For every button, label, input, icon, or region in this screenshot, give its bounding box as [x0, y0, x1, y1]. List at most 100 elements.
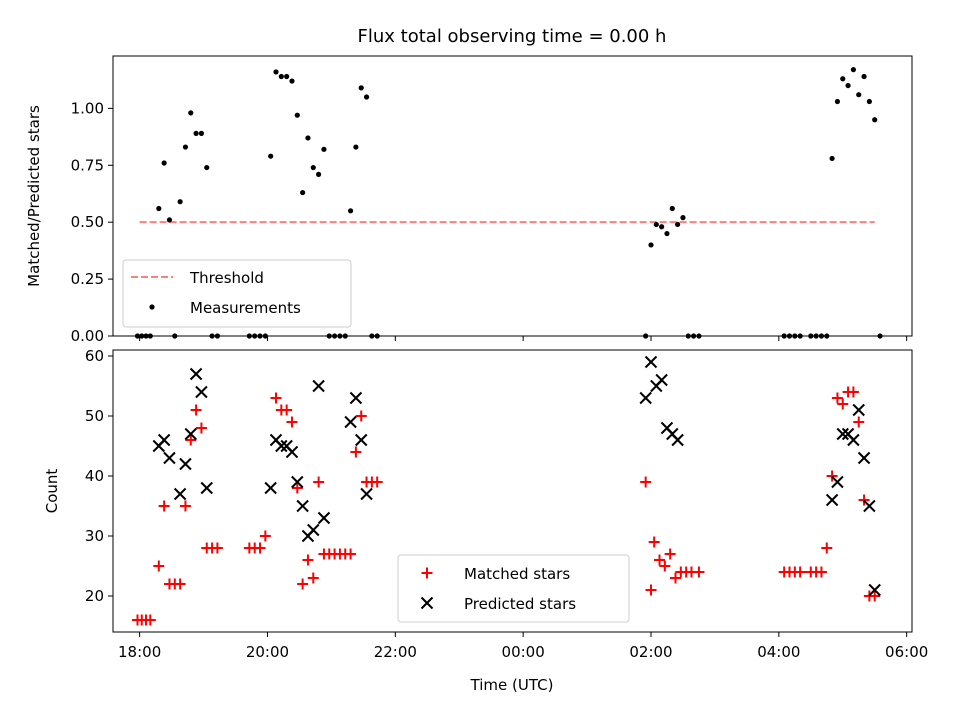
matched-star-point [355, 410, 367, 422]
bottom-x-axis-label: Time (UTC) [470, 676, 554, 694]
predicted-star-point [831, 475, 844, 489]
predicted-star-point-b [269, 433, 283, 447]
measurement-point [829, 155, 835, 162]
measurement-point [353, 144, 359, 150]
measurement-point [278, 73, 284, 80]
measurement-point [659, 224, 665, 230]
predicted-star-point-b [847, 433, 860, 447]
matched-star-point [831, 392, 843, 404]
top-y-tick-label: 1.00 [71, 99, 104, 117]
measurement-point [294, 112, 300, 118]
measurement-point [861, 73, 867, 80]
top-y-tick-label: 0.75 [71, 156, 104, 174]
predicted-star-point [285, 445, 299, 459]
bottom-y-tick-label: 20 [85, 587, 104, 605]
top-axes-group: 0.00 0.25 0.50 0.75 1.00 [71, 55, 913, 345]
matched-star-point [858, 494, 870, 506]
predicted-star-point-b [868, 583, 881, 597]
predicted-star-point-b [280, 439, 293, 453]
predicted-star-point-b [644, 355, 658, 369]
matched-star-point [313, 476, 325, 488]
predicted-star-point-b [863, 499, 876, 513]
matched-star-point [174, 578, 186, 590]
bottom-y-tick-label: 60 [85, 347, 104, 365]
matched-star-point [185, 434, 197, 446]
top-plot-frame [112, 55, 913, 337]
predicted-star-point [868, 583, 881, 597]
predicted-star-point [173, 487, 187, 501]
predicted-star-point-b [184, 427, 197, 441]
predicted-star-point-b [666, 427, 679, 441]
predicted-star-point [360, 487, 373, 501]
predicted-star-point-b [317, 511, 331, 525]
measurement-point [363, 94, 370, 100]
matched-star-point [794, 566, 806, 578]
bottom-x-tick-label: 06:00 [885, 643, 928, 661]
predicted-star-point-b [275, 439, 288, 453]
matched-star-point [853, 416, 865, 428]
matched-star-point [345, 548, 357, 560]
bottom-x-tick-label: 00:00 [502, 643, 545, 661]
predicted-star-point-b [355, 433, 368, 447]
measurement-point [840, 76, 846, 82]
measurement-point [156, 205, 162, 212]
figure-title: Flux total observing time = 0.00 h [358, 26, 667, 47]
legend-measurements-swatch [149, 304, 155, 310]
measurement-point [198, 130, 205, 136]
measurement-point [866, 98, 872, 105]
measurement-point [193, 130, 199, 136]
legend-predicted-swatch [420, 596, 434, 610]
predicted-star-point [275, 439, 288, 453]
matched-star-point [158, 500, 170, 512]
matched-star-point [350, 446, 362, 458]
matched-star-point [669, 572, 681, 584]
predicted-star-point-b [852, 403, 865, 417]
bottom-x-tick-label: 04:00 [757, 643, 800, 661]
predicted-star-point-b [360, 487, 373, 501]
predicted-star-point [179, 457, 192, 471]
predicted-star-point-b [307, 523, 320, 537]
predicted-star-point-b [200, 481, 213, 495]
top-marks-group [134, 67, 883, 339]
bottom-y-axis-label: Count [43, 469, 61, 514]
top-legend-frame [122, 259, 352, 328]
matched-star-point [654, 554, 666, 566]
bottom-x-tick-label: 18:00 [118, 643, 161, 661]
matched-star-point [211, 542, 223, 554]
measurement-point [664, 230, 670, 237]
matched-star-point [190, 404, 202, 416]
predicted-star-point [195, 385, 208, 399]
measurement-point [305, 135, 311, 141]
bottom-x-tick-label: 22:00 [374, 643, 417, 661]
predicted-star-point [344, 415, 357, 429]
predicted-star-point [312, 379, 325, 393]
predicted-star-point-b [157, 433, 171, 447]
measurement-point [188, 110, 194, 116]
matched-star-point [153, 560, 165, 572]
matched-star-point [640, 476, 652, 488]
predicted-star-point [671, 433, 684, 447]
predicted-star-point-b [831, 475, 844, 489]
bottom-y-tick-label: 30 [85, 527, 104, 545]
measurement-point [850, 67, 857, 73]
matched-star-point [837, 398, 849, 410]
predicted-star-point-b [285, 445, 299, 459]
predicted-star-point-b [857, 451, 871, 465]
bottom-panel: 20 30 40 50 60 18:00 20:00 22:00 00:00 02:00 04:00… [43, 347, 928, 694]
predicted-star-point [836, 427, 849, 441]
matched-star-point [869, 590, 881, 602]
matched-star-point [648, 536, 660, 548]
legend-matched-label: Matched stars [464, 565, 570, 583]
bottom-legend: Matched stars Predicted stars [397, 554, 630, 623]
measurement-point [669, 205, 675, 212]
predicted-star-point-b [173, 487, 187, 501]
predicted-star-point [291, 475, 304, 489]
predicted-star-point-b [264, 481, 277, 495]
measurement-point [675, 221, 681, 228]
matched-star-point [254, 542, 266, 554]
measurement-point [182, 144, 189, 150]
predicted-star-point-b [655, 373, 668, 387]
predicted-star-point-b [841, 427, 855, 441]
measurement-point [358, 85, 364, 91]
predicted-star-point [163, 451, 176, 465]
